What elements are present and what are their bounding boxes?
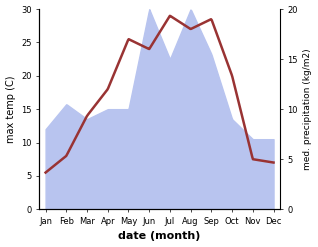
Y-axis label: max temp (C): max temp (C) [5, 75, 16, 143]
Y-axis label: med. precipitation (kg/m2): med. precipitation (kg/m2) [303, 48, 313, 170]
X-axis label: date (month): date (month) [118, 231, 201, 242]
